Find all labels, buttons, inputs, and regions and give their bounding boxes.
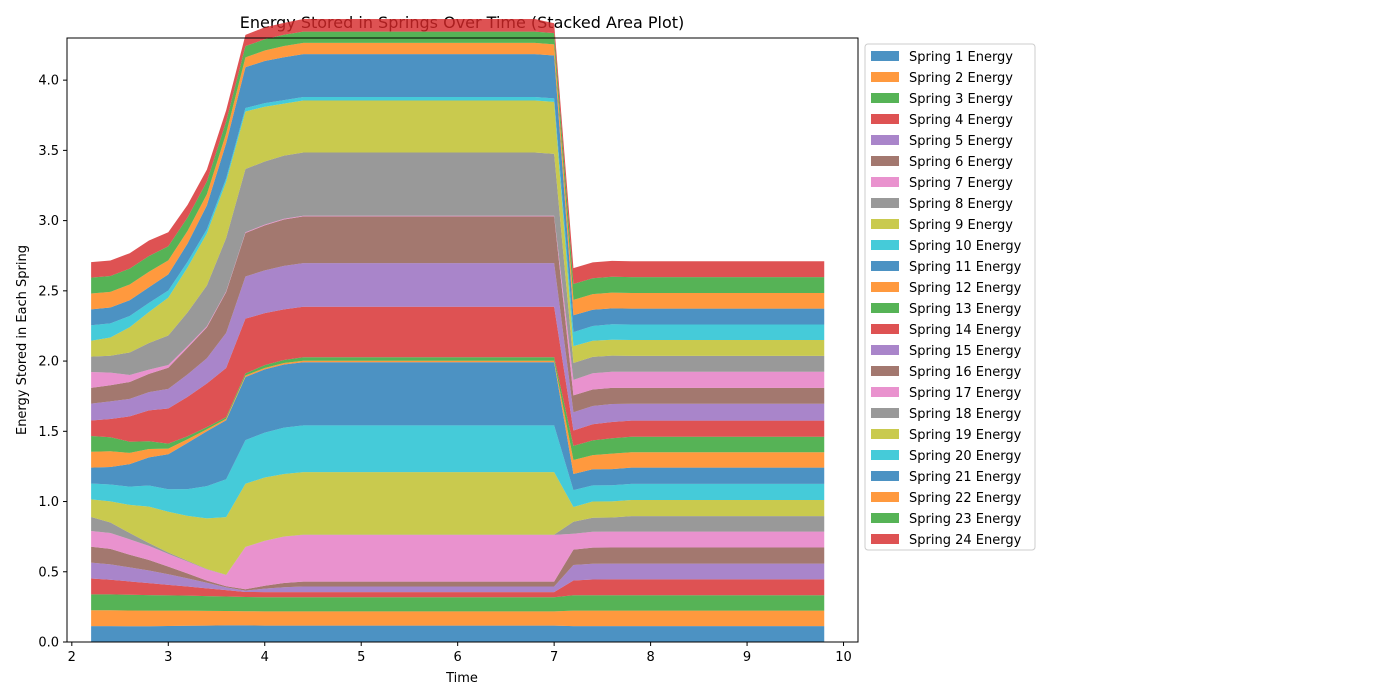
legend-swatch-spring-24: [871, 534, 899, 544]
legend-swatch-spring-11: [871, 261, 899, 271]
legend-swatch-spring-23: [871, 513, 899, 523]
area-layers: [91, 19, 825, 642]
area-spring-4: [91, 578, 825, 598]
legend-swatch-spring-12: [871, 282, 899, 292]
legend-label-spring-15: Spring 15 Energy: [909, 344, 1022, 359]
area-spring-5: [91, 562, 825, 593]
legend-label-spring-14: Spring 14 Energy: [909, 323, 1022, 338]
legend-swatch-spring-22: [871, 492, 899, 502]
area-spring-14: [91, 306, 825, 446]
area-spring-16: [91, 216, 825, 413]
y-tick-label: 1.5: [38, 425, 59, 440]
legend-swatch-spring-20: [871, 450, 899, 460]
legend-swatch-spring-17: [871, 387, 899, 397]
legend: Spring 1 Energy Spring 2 Energy Spring 3 E…: [864, 43, 1036, 551]
x-tick-label: 10: [835, 650, 852, 665]
area-spring-15: [91, 263, 825, 431]
x-axis-label: Time: [445, 671, 478, 686]
area-spring-7: [91, 531, 825, 590]
legend-label-spring-12: Spring 12 Energy: [909, 281, 1022, 296]
x-tick-label: 5: [357, 650, 365, 665]
y-tick-label: 0.0: [38, 636, 59, 651]
x-tick-label: 6: [454, 650, 462, 665]
legend-swatch-spring-5: [871, 135, 899, 145]
legend-label-spring-18: Spring 18 Energy: [909, 407, 1022, 422]
area-spring-2: [91, 610, 825, 627]
y-tick-label: 3.5: [38, 144, 59, 159]
x-tick-label: 2: [68, 650, 76, 665]
x-tick-label: 8: [646, 650, 654, 665]
legend-box: [864, 43, 1036, 551]
x-tick-label: 7: [550, 650, 558, 665]
y-tick-label: 3.0: [38, 214, 59, 229]
area-spring-3: [91, 594, 825, 612]
area-spring-1: [91, 625, 825, 642]
legend-label-spring-16: Spring 16 Energy: [909, 365, 1022, 380]
legend-label-spring-24: Spring 24 Energy: [909, 533, 1022, 548]
area-spring-10: [91, 425, 825, 519]
area-spring-17: [91, 215, 825, 396]
area-spring-19: [91, 100, 825, 364]
legend-swatch-spring-4: [871, 114, 899, 124]
legend-label-spring-3: Spring 3 Energy: [909, 92, 1013, 107]
area-spring-18: [91, 152, 825, 380]
area-spring-8: [91, 516, 825, 575]
legend-label-spring-1: Spring 1 Energy: [909, 50, 1013, 65]
legend-label-spring-19: Spring 19 Energy: [909, 428, 1022, 443]
x-axis: 2 3 4 5 6 7 8 9 10: [68, 642, 852, 665]
legend-swatch-spring-21: [871, 471, 899, 481]
plot-frame: [66, 37, 859, 643]
legend-label-spring-20: Spring 20 Energy: [909, 449, 1022, 464]
y-tick-label: 4.0: [38, 74, 59, 89]
x-tick-label: 4: [261, 650, 269, 665]
legend-swatch-spring-10: [871, 240, 899, 250]
y-axis-label: Energy Stored in Each Spring: [15, 245, 30, 435]
legend-label-spring-21: Spring 21 Energy: [909, 470, 1022, 485]
area-spring-6: [91, 546, 825, 591]
legend-swatch-spring-7: [871, 177, 899, 187]
legend-label-spring-2: Spring 2 Energy: [909, 71, 1013, 86]
legend-label-spring-10: Spring 10 Energy: [909, 239, 1022, 254]
legend-label-spring-7: Spring 7 Energy: [909, 176, 1013, 191]
y-tick-label: 2.0: [38, 355, 59, 370]
legend-label-spring-6: Spring 6 Energy: [909, 155, 1013, 170]
legend-swatch-spring-14: [871, 324, 899, 334]
legend-swatch-spring-3: [871, 93, 899, 103]
x-tick-label: 3: [164, 650, 172, 665]
legend-label-spring-11: Spring 11 Energy: [909, 260, 1022, 275]
legend-swatch-spring-1: [871, 51, 899, 61]
x-tick-label: 9: [743, 650, 751, 665]
y-tick-label: 0.5: [38, 565, 59, 580]
area-spring-11: [91, 362, 825, 491]
legend-swatch-spring-6: [871, 156, 899, 166]
legend-swatch-spring-13: [871, 303, 899, 313]
legend-swatch-spring-16: [871, 366, 899, 376]
area-spring-13: [91, 357, 825, 460]
legend-swatch-spring-15: [871, 345, 899, 355]
y-tick-label: 1.0: [38, 495, 59, 510]
legend-label-spring-9: Spring 9 Energy: [909, 218, 1013, 233]
legend-swatch-spring-9: [871, 219, 899, 229]
area-spring-9: [91, 472, 825, 575]
area-spring-12: [91, 360, 825, 474]
legend-label-spring-23: Spring 23 Energy: [909, 512, 1022, 527]
y-tick-label: 2.5: [38, 284, 59, 299]
legend-label-spring-22: Spring 22 Energy: [909, 491, 1022, 506]
y-axis: 0.0 0.5 1.0 1.5 2.0 2.5 3.0 3.5 4.0: [38, 74, 67, 651]
legend-label-spring-17: Spring 17 Energy: [909, 386, 1022, 401]
legend-label-spring-8: Spring 8 Energy: [909, 197, 1013, 212]
legend-label-spring-5: Spring 5 Energy: [909, 134, 1013, 149]
legend-label-spring-4: Spring 4 Energy: [909, 113, 1013, 128]
legend-label-spring-13: Spring 13 Energy: [909, 302, 1022, 317]
legend-swatch-spring-2: [871, 72, 899, 82]
legend-swatch-spring-18: [871, 408, 899, 418]
legend-swatch-spring-19: [871, 429, 899, 439]
legend-swatch-spring-8: [871, 198, 899, 208]
